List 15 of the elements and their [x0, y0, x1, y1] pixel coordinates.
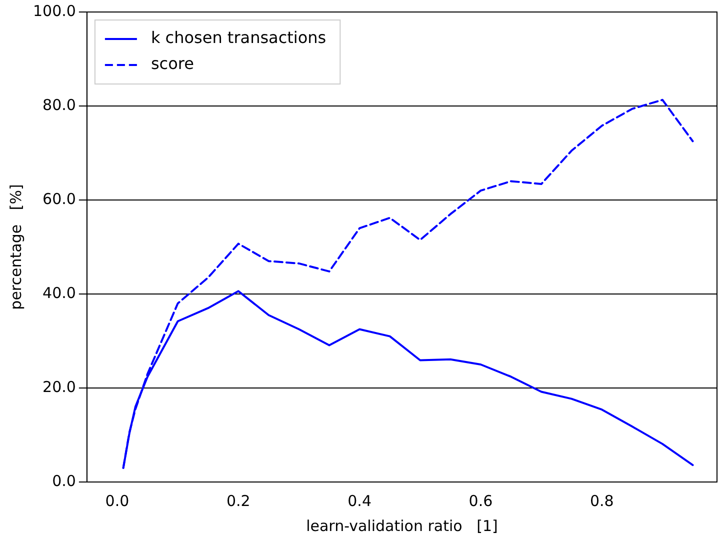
x-tick-label: 0.2 — [226, 492, 250, 510]
y-tick-label: 80.0 — [42, 96, 76, 114]
x-tick-label: 0.8 — [590, 492, 614, 510]
y-axis-title: percentage [%] — [6, 184, 25, 310]
y-tick-label: 0.0 — [52, 472, 76, 490]
x-tick-label: 0.4 — [348, 492, 372, 510]
legend-label: k chosen transactions — [150, 28, 326, 48]
y-tick-label: 60.0 — [42, 190, 76, 208]
legend-label: score — [150, 54, 194, 74]
y-tick-label: 20.0 — [42, 378, 76, 396]
x-tick-label: 0.6 — [468, 492, 493, 510]
y-tick-label: 100.0 — [32, 2, 76, 20]
y-tick-label: 40.0 — [42, 284, 76, 302]
x-tick-label: 0.0 — [105, 492, 130, 510]
x-axis-title: learn-validation ratio [1] — [306, 516, 498, 535]
